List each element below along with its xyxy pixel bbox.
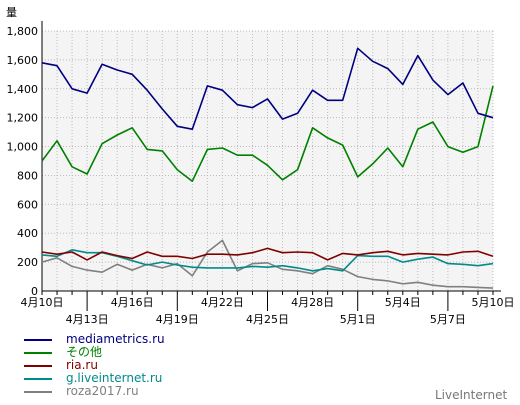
legend-item: その他 <box>20 346 165 359</box>
legend-item: g.liveinternet.ru <box>20 372 165 385</box>
legend-swatch <box>24 390 52 393</box>
x-tick-label: 4月13日 <box>66 313 109 326</box>
legend-label: roza2017.ru <box>66 384 139 398</box>
series-line-ria.ru <box>41 247 494 261</box>
x-tick-label: 4月25日 <box>246 313 289 326</box>
y-tick-label: 1,200 <box>7 112 39 125</box>
legend-swatch <box>24 338 52 341</box>
x-tick-label: 4月22日 <box>201 296 244 309</box>
y-tick-label: 0 <box>31 285 38 298</box>
legend-item: ria.ru <box>20 359 165 372</box>
y-axis-label: 量 <box>6 6 17 19</box>
x-tick-label: 4月19日 <box>156 313 199 326</box>
y-tick-label: 200 <box>17 256 38 269</box>
legend-swatch <box>24 364 52 367</box>
legend-item: mediametrics.ru <box>20 333 165 346</box>
legend-swatch <box>24 377 52 380</box>
series-line-その他 <box>41 85 494 182</box>
legend-swatch <box>24 351 52 354</box>
x-tick-label: 4月28日 <box>291 296 334 309</box>
legend-item: roza2017.ru <box>20 385 165 398</box>
y-tick-label: 1,600 <box>7 54 39 67</box>
series-line-mediametrics.ru <box>41 47 494 130</box>
legend-label: その他 <box>66 345 103 359</box>
x-tick-label: 5月4日 <box>385 296 421 309</box>
series-line-roza2017.ru <box>41 239 494 289</box>
x-tick-label: 5月1日 <box>340 313 376 326</box>
legend-label: ria.ru <box>66 358 98 372</box>
y-tick-label: 600 <box>17 198 38 211</box>
y-tick-label: 800 <box>17 169 38 182</box>
y-tick-label: 1,000 <box>7 141 39 154</box>
legend-label: g.liveinternet.ru <box>66 371 163 385</box>
y-tick-label: 400 <box>17 227 38 240</box>
x-tick-label: 5月10日 <box>472 296 515 309</box>
x-tick-label: 5月7日 <box>430 313 466 326</box>
x-tick-label: 4月10日 <box>21 296 64 309</box>
y-tick-label: 1,800 <box>7 25 39 38</box>
x-tick-label: 4月16日 <box>111 296 154 309</box>
legend: mediametrics.ru その他 ria.ru g.liveinternet.r… <box>20 333 165 398</box>
legend-label: mediametrics.ru <box>66 332 165 346</box>
y-tick-label: 1,400 <box>7 83 39 96</box>
watermark: LiveInternet <box>435 388 508 402</box>
